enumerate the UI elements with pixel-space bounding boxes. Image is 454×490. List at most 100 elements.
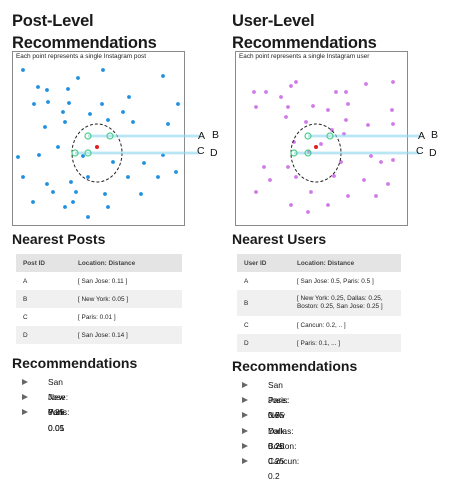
triangle-bullet-icon: [22, 394, 28, 401]
nearest-neighbor-point: [326, 132, 334, 140]
data-point: [326, 203, 330, 207]
data-point: [254, 105, 258, 109]
triangle-bullet-icon: [242, 427, 248, 434]
data-point: [262, 165, 266, 169]
post-scatter-panel: Each point represents a single Instagram…: [12, 51, 219, 226]
data-point: [67, 101, 71, 105]
data-point: [45, 182, 49, 186]
recommendation-text: San Jose: 0.25: [48, 377, 69, 418]
data-point: [268, 178, 272, 182]
data-point: [61, 110, 65, 114]
col-header-distance: Location: Distance: [71, 254, 182, 272]
recommendation-text: San Jose: 0.75: [268, 380, 289, 421]
data-point: [379, 160, 383, 164]
data-point: [156, 175, 160, 179]
data-point: [174, 170, 178, 174]
data-point: [21, 68, 25, 72]
recommendation-text: Paris: 0.6: [268, 395, 290, 421]
user-panel-caption: Each point represents a single Instagram…: [239, 53, 370, 60]
data-point: [66, 87, 70, 91]
data-point: [309, 190, 313, 194]
data-point: [74, 190, 78, 194]
data-point: [374, 194, 378, 198]
recommendation-text: Dallas: 0.25: [268, 425, 294, 451]
row-id: B: [237, 290, 290, 316]
row-value: [ Paris: 0.1, ... ]: [290, 334, 401, 352]
post-panel-caption: Each point represents a single Instagram…: [16, 53, 147, 60]
neighborhood-circle: [71, 123, 123, 183]
col-header-id: User ID: [237, 254, 290, 272]
recommendation-text: Paris: 0.01: [48, 407, 70, 433]
triangle-bullet-icon: [22, 409, 28, 416]
table-row: B [ New York: 0.05 ]: [16, 290, 182, 308]
data-point: [326, 108, 330, 112]
data-point: [139, 192, 143, 196]
post-level-title: Post-Level Recommendations: [12, 12, 157, 52]
label-a: A: [418, 130, 426, 142]
data-point: [176, 102, 180, 106]
data-point: [76, 76, 80, 80]
user-scatter-plot: [252, 80, 419, 214]
nearest-users-table: User ID Location: Distance A [ San Jose:…: [237, 254, 401, 352]
data-point: [289, 203, 293, 207]
row-value: [ San Jose: 0.11 ]: [71, 272, 182, 290]
recommendation-text: New York: 0.05: [48, 392, 67, 433]
triangle-bullet-icon: [242, 457, 248, 464]
nearest-neighbor-point: [84, 149, 92, 157]
label-c: C: [416, 145, 424, 157]
user-level-title: User-Level Recommendations: [232, 12, 377, 52]
nearest-posts-heading: Nearest Posts: [12, 231, 106, 247]
neighborhood-circle: [290, 123, 342, 183]
nearest-neighbor-point: [304, 149, 312, 157]
data-point: [304, 120, 308, 124]
triangle-bullet-icon: [242, 442, 248, 449]
label-b: B: [431, 129, 439, 141]
nearest-neighbor-point: [71, 149, 79, 157]
nearest-neighbor-point: [304, 132, 312, 140]
data-point: [390, 108, 394, 112]
data-point: [344, 90, 348, 94]
data-point: [339, 160, 343, 164]
data-point: [21, 175, 25, 179]
table-row: A [ San Jose: 0.5, Paris: 0.5 ]: [237, 272, 401, 290]
data-point: [36, 85, 40, 89]
query-point: [95, 145, 99, 149]
label-a: A: [198, 130, 206, 142]
row-value: [ Paris: 0.01 ]: [71, 308, 182, 326]
data-point: [289, 84, 293, 88]
data-point: [88, 112, 92, 116]
data-point: [142, 161, 146, 165]
data-point: [63, 205, 67, 209]
data-point: [306, 210, 310, 214]
data-point: [69, 180, 73, 184]
recommendation-text: Boston: 0.25: [268, 440, 297, 466]
data-point: [254, 190, 258, 194]
triangle-bullet-icon: [242, 382, 248, 388]
data-point: [161, 74, 165, 78]
label-d: D: [210, 147, 218, 159]
col-header-distance: Location: Distance: [290, 254, 401, 272]
data-point: [103, 192, 107, 196]
data-point: [121, 110, 125, 114]
triangle-bullet-icon: [242, 397, 248, 404]
row-value: [ Cancun: 0.2, .. ]: [290, 316, 401, 334]
data-point: [56, 145, 60, 149]
data-point: [100, 102, 104, 106]
data-point: [346, 194, 350, 198]
data-point: [284, 115, 288, 119]
data-point: [32, 102, 36, 106]
data-point: [319, 142, 323, 146]
table-row: C [ Cancun: 0.2, .. ]: [237, 316, 401, 334]
table-row: C [ Paris: 0.01 ]: [16, 308, 182, 326]
row-id: C: [16, 308, 71, 326]
data-point: [264, 90, 268, 94]
data-point: [252, 90, 256, 94]
nearest-neighbor-point: [106, 132, 114, 140]
table-row: A [ San Jose: 0.11 ]: [16, 272, 182, 290]
label-b: B: [212, 129, 220, 141]
data-point: [294, 175, 298, 179]
triangle-bullet-icon: [22, 379, 28, 385]
row-value: [ San Jose: 0.14 ]: [71, 326, 182, 344]
data-point: [166, 122, 170, 126]
data-point: [364, 82, 368, 86]
